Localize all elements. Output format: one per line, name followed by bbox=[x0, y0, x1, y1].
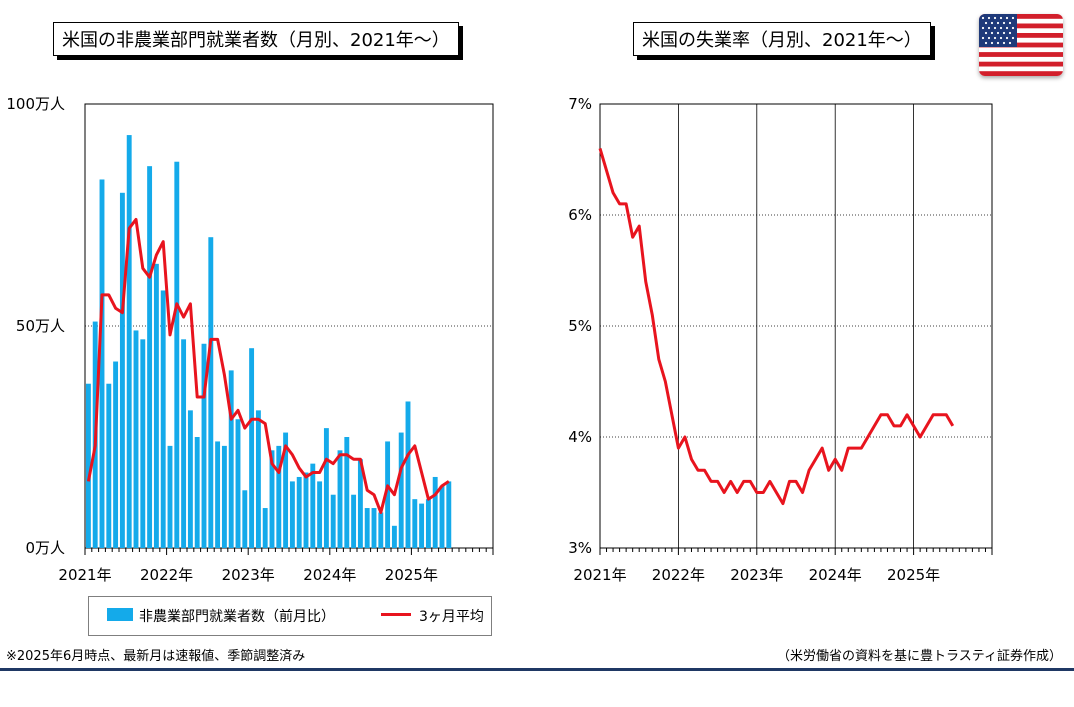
bar bbox=[337, 450, 343, 548]
bar bbox=[242, 490, 248, 548]
bar bbox=[235, 419, 241, 548]
bar bbox=[208, 237, 214, 548]
legend-bar-swatch bbox=[107, 608, 133, 621]
bar bbox=[106, 383, 112, 548]
bar bbox=[160, 290, 166, 548]
bar bbox=[432, 476, 438, 548]
bar bbox=[194, 437, 200, 548]
bar bbox=[262, 508, 268, 548]
legend-line-swatch bbox=[381, 613, 411, 616]
bar bbox=[85, 383, 91, 548]
bar bbox=[371, 508, 377, 548]
bar bbox=[419, 503, 425, 548]
y-tick-label: 50万人 bbox=[16, 317, 65, 335]
right-plot-frame bbox=[599, 103, 993, 549]
left-chart-title: 米国の非農業部門就業者数（月別、2021年～） bbox=[53, 22, 459, 56]
bar bbox=[113, 361, 119, 548]
bar bbox=[405, 401, 411, 548]
bar bbox=[391, 525, 397, 548]
bar bbox=[283, 432, 289, 548]
left-plot-frame bbox=[84, 103, 494, 549]
bar bbox=[187, 410, 193, 548]
us-flag-icon bbox=[979, 14, 1063, 76]
right-chart-title: 米国の失業率（月別、2021年～） bbox=[633, 22, 931, 56]
bar bbox=[215, 441, 221, 548]
bar bbox=[378, 512, 384, 548]
bar bbox=[269, 450, 275, 548]
bar bbox=[323, 428, 329, 548]
bar bbox=[364, 508, 370, 548]
bar bbox=[249, 348, 255, 548]
y-tick-label: 7% bbox=[568, 95, 592, 113]
bar bbox=[126, 135, 132, 548]
bar bbox=[412, 499, 418, 548]
bar bbox=[351, 494, 357, 548]
bar bbox=[201, 343, 207, 548]
bar bbox=[385, 441, 391, 548]
bar bbox=[228, 370, 234, 548]
bar bbox=[330, 494, 336, 548]
x-tick-label: 2025年 bbox=[385, 566, 438, 584]
bar bbox=[398, 432, 404, 548]
bar bbox=[446, 481, 452, 548]
x-tick-label: 2022年 bbox=[652, 566, 705, 584]
x-tick-label: 2021年 bbox=[58, 566, 111, 584]
legend-line-label: 3ヶ月平均 bbox=[419, 609, 484, 625]
bar bbox=[99, 179, 105, 549]
bar bbox=[357, 459, 363, 548]
chart-legend: 非農業部門就業者数（前月比） 3ヶ月平均 bbox=[88, 596, 492, 636]
bar bbox=[317, 481, 323, 548]
y-tick-label: 6% bbox=[568, 206, 592, 224]
legend-bar-label: 非農業部門就業者数（前月比） bbox=[139, 609, 335, 625]
bar bbox=[181, 339, 187, 548]
bottom-divider bbox=[0, 668, 1074, 671]
footnote: ※2025年6月時点、最新月は速報値、季節調整済み bbox=[6, 649, 306, 664]
x-tick-label: 2024年 bbox=[303, 566, 356, 584]
bar bbox=[147, 166, 153, 548]
x-tick-label: 2024年 bbox=[809, 566, 862, 584]
bar bbox=[310, 463, 316, 548]
bar bbox=[303, 472, 309, 548]
y-tick-label: 5% bbox=[568, 317, 592, 335]
bar bbox=[221, 445, 227, 548]
bar bbox=[167, 445, 173, 548]
bar bbox=[289, 481, 295, 548]
x-tick-label: 2022年 bbox=[140, 566, 193, 584]
bar bbox=[296, 476, 302, 548]
bar bbox=[439, 485, 445, 548]
x-tick-label: 2021年 bbox=[573, 566, 626, 584]
y-tick-label: 0万人 bbox=[25, 539, 65, 557]
x-tick-label: 2025年 bbox=[887, 566, 940, 584]
bar bbox=[255, 410, 261, 548]
x-tick-label: 2023年 bbox=[730, 566, 783, 584]
bar bbox=[119, 192, 125, 549]
three-month-average-line bbox=[86, 217, 450, 514]
unemployment-rate-line bbox=[598, 147, 955, 506]
bar bbox=[133, 330, 139, 548]
bar bbox=[92, 321, 98, 548]
source-note: （米労働省の資料を基に豊トラスティ証券作成） bbox=[777, 649, 1062, 664]
bar bbox=[140, 339, 146, 548]
y-tick-label: 3% bbox=[568, 539, 592, 557]
bar bbox=[174, 161, 180, 548]
bar bbox=[344, 437, 350, 548]
y-tick-label: 4% bbox=[568, 428, 592, 446]
x-tick-label: 2023年 bbox=[222, 566, 275, 584]
y-tick-label: 100万人 bbox=[6, 95, 65, 113]
bar bbox=[153, 263, 159, 548]
bar bbox=[425, 499, 431, 548]
bar bbox=[276, 445, 282, 548]
